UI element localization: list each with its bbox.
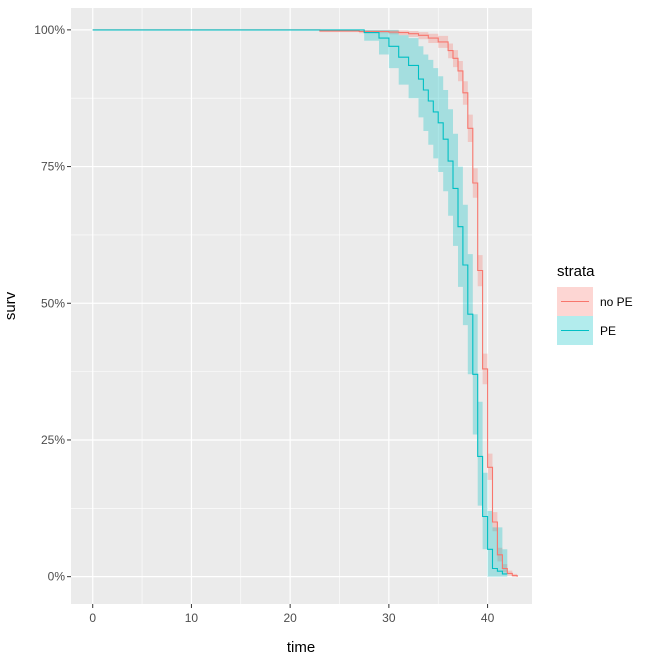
x-tick-label: 40 [481,611,495,625]
y-tick-label: 25% [41,433,65,447]
x-tick-label: 10 [185,611,199,625]
plot-panel [71,8,532,604]
x-tick-label: 20 [283,611,297,625]
y-axis-ticks: 0% 25% 50% 75% 100% [34,23,71,584]
survival-curves [92,29,518,577]
legend-label-pe: PE [600,324,616,338]
x-tick-label: 30 [382,611,396,625]
y-tick-label: 100% [34,23,65,37]
x-axis-ticks: 0 10 20 30 40 [89,604,495,625]
y-axis-title: surv [2,291,19,320]
x-axis-title: time [287,639,315,654]
legend-title: strata [557,263,595,280]
legend-label-no-pe: no PE [600,295,633,309]
y-tick-label: 50% [41,296,65,310]
legend: strata no PE PE [557,263,633,345]
x-tick-label: 0 [89,611,96,625]
y-tick-label: 75% [41,160,65,174]
minor-gridlines [71,8,532,604]
curve-pe [92,29,508,575]
y-tick-label: 0% [48,570,66,584]
curve-no-pe [92,29,518,577]
